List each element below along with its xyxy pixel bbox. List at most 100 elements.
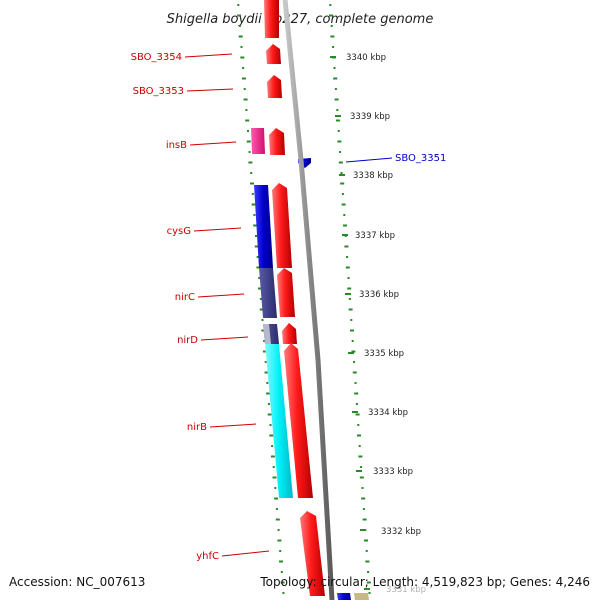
tick-label: 3337 kbp	[355, 231, 395, 241]
gc-dot	[365, 550, 368, 552]
gc-dot	[282, 592, 285, 594]
gc-dot	[368, 592, 371, 594]
gc-dot	[248, 151, 251, 153]
gc-dot	[354, 382, 357, 384]
gene-label[interactable]: nirD	[177, 335, 198, 346]
topology-text: Topology: circular; Length: 4,519,823 bp…	[259, 575, 590, 589]
gc-dot	[258, 287, 262, 290]
genome-backbone	[282, 0, 335, 600]
gc-dot	[271, 445, 274, 447]
gene-label[interactable]: nirB	[187, 422, 207, 433]
gc-dots-left	[237, 4, 285, 594]
scale-ticks: 3340 kbp 3339 kbp 3338 kbp 3337 kbp 3336…	[330, 53, 426, 595]
gc-dot	[237, 4, 240, 6]
gc-dot	[241, 77, 246, 80]
gc-dot	[267, 403, 270, 405]
gc-dot	[264, 371, 269, 374]
gc-dot	[250, 172, 253, 174]
gene-label[interactable]: SBO_3354	[131, 52, 182, 63]
gc-dot	[357, 434, 361, 437]
gene-label[interactable]: cysG	[167, 226, 191, 237]
gc-dot	[272, 466, 275, 468]
gc-dot	[262, 350, 267, 353]
gc-dot	[272, 476, 277, 479]
gc-dot	[329, 14, 333, 17]
gc-dot	[258, 277, 261, 279]
gene-label[interactable]: insB	[166, 140, 187, 151]
gc-dot	[274, 487, 277, 489]
gc-dot	[361, 487, 364, 489]
gc-dot	[358, 445, 361, 447]
gc-dot	[256, 256, 259, 258]
gc-dot	[251, 203, 256, 206]
gc-dot	[362, 518, 367, 521]
gc-dot	[251, 193, 254, 195]
gc-dot	[243, 88, 246, 90]
gc-dot	[355, 403, 358, 405]
gene-track	[251, 0, 369, 600]
gc-dot	[334, 98, 339, 101]
gene-cysg	[272, 183, 292, 268]
gc-dot	[254, 245, 259, 248]
gc-dot	[274, 497, 279, 500]
gc-dot	[329, 4, 332, 6]
gc-dot	[266, 392, 271, 395]
gc-dot	[339, 151, 342, 153]
gc-dot	[346, 256, 349, 258]
gc-dot	[351, 350, 356, 353]
gc-dot	[351, 340, 354, 342]
gc-dot	[248, 161, 253, 164]
gene-cysg-blue	[254, 185, 273, 268]
gc-dot	[279, 560, 283, 563]
gene-sbo-3354	[266, 44, 281, 64]
gc-dot	[330, 25, 333, 27]
gc-dot	[255, 235, 257, 237]
gc-dot	[366, 581, 371, 584]
gc-dot	[246, 140, 251, 143]
gc-dot	[263, 340, 266, 342]
gc-dot	[334, 88, 337, 90]
tick-label: 3331 kbp	[386, 585, 426, 595]
gc-dot	[343, 214, 346, 216]
gc-dot	[365, 560, 370, 563]
gc-dot	[253, 214, 256, 216]
gc-dot	[259, 308, 264, 311]
gene-nirc	[277, 268, 295, 317]
gene-label[interactable]: SBO_3353	[133, 86, 184, 97]
gc-dot	[340, 172, 343, 174]
accession-text: Accession: NC_007613	[9, 575, 145, 589]
gene-nirb-cyan	[265, 344, 293, 498]
gene-nird-gray	[263, 324, 271, 344]
tick-label: 3340 kbp	[346, 53, 386, 63]
gc-dot	[345, 266, 350, 269]
gene-label[interactable]: nirC	[175, 292, 195, 303]
gc-dot	[348, 298, 351, 300]
gene-label[interactable]: SBO_3351	[395, 153, 446, 164]
map-title: Shigella boydii Sb227, complete genome	[167, 12, 434, 27]
gc-dot	[275, 508, 278, 510]
gene-insb-pink	[251, 128, 265, 154]
gc-dot	[267, 413, 272, 416]
gc-dot	[333, 77, 338, 80]
gc-dot	[337, 140, 342, 143]
gc-dot	[347, 287, 352, 290]
gene-nirc-navy	[259, 268, 277, 318]
gc-dot	[240, 56, 245, 59]
gc-dot	[354, 392, 359, 395]
tick-label: 3333 kbp	[373, 467, 413, 477]
gc-dot	[250, 182, 254, 185]
gene-red	[264, 0, 279, 38]
gc-dot	[245, 109, 248, 111]
gc-dot	[277, 529, 280, 531]
tick-label: 3335 kbp	[364, 349, 404, 359]
gc-dot	[350, 319, 353, 321]
gc-dot	[243, 98, 248, 101]
gene-label[interactable]: yhfC	[196, 551, 219, 562]
tick-label: 3332 kbp	[381, 527, 421, 537]
gc-dot	[359, 476, 364, 479]
gc-dot	[343, 224, 347, 227]
gc-dot	[340, 182, 345, 185]
gc-dot	[277, 539, 282, 542]
gc-dot	[330, 35, 335, 38]
gc-dot	[361, 497, 366, 500]
